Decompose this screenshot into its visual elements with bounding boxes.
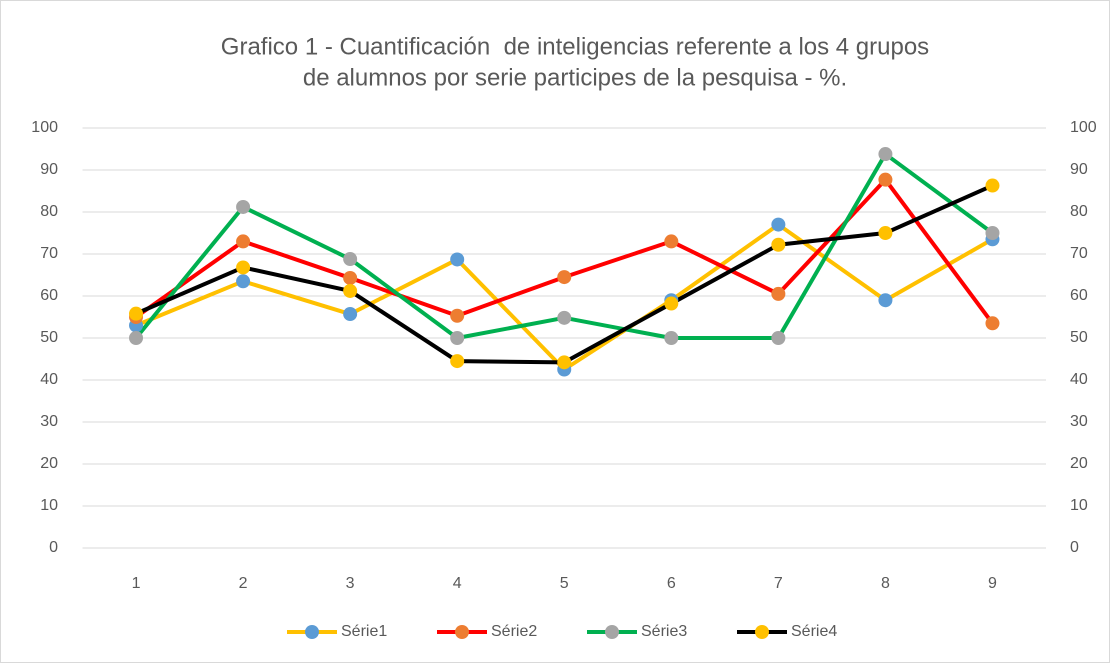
series-marker (236, 260, 251, 275)
series-marker (985, 226, 1000, 240)
y2-tick-label: 90 (1070, 161, 1088, 178)
y2-tick-label: 100 (1070, 119, 1097, 136)
series-marker (664, 296, 679, 311)
y-tick-label: 40 (40, 371, 58, 388)
y2-tick-label: 20 (1070, 455, 1088, 472)
series-marker (771, 217, 786, 232)
x-tick-label: 7 (774, 575, 783, 592)
legend-label: Série2 (491, 623, 537, 640)
series-marker (129, 306, 144, 321)
x-tick-label: 2 (239, 575, 248, 592)
y2-tick-label: 10 (1070, 497, 1088, 514)
series-marker (771, 331, 786, 345)
x-tick-label: 9 (988, 575, 997, 592)
series-marker (557, 310, 572, 325)
x-tick-label: 5 (560, 575, 569, 592)
chart-title: de alumnos por serie participes de la pe… (303, 64, 847, 91)
y-tick-label: 80 (40, 203, 58, 220)
series-marker (343, 283, 358, 298)
series-marker (450, 252, 465, 267)
series-marker (985, 316, 1000, 331)
series-marker (985, 178, 1000, 193)
legend-marker (455, 625, 469, 639)
y-tick-label: 20 (40, 455, 58, 472)
series-marker (664, 331, 679, 345)
y2-tick-label: 40 (1070, 371, 1088, 388)
x-tick-label: 8 (881, 575, 890, 592)
series-marker (450, 354, 465, 369)
y-tick-label: 50 (40, 329, 58, 346)
series-marker (664, 234, 679, 249)
y2-tick-label: 60 (1070, 287, 1088, 304)
series-marker (129, 331, 144, 345)
y2-tick-label: 30 (1070, 413, 1088, 430)
legend-marker (755, 625, 769, 639)
legend-label: Série4 (791, 623, 837, 640)
legend-marker (305, 625, 319, 639)
series-marker (343, 252, 358, 267)
y-tick-label: 30 (40, 413, 58, 430)
y2-tick-label: 0 (1070, 539, 1079, 556)
y-tick-label: 100 (31, 119, 58, 136)
series-marker (450, 331, 465, 345)
x-tick-label: 3 (346, 575, 355, 592)
series-marker (878, 226, 893, 240)
legend-label: Série3 (641, 623, 687, 640)
series-marker (236, 199, 251, 214)
y2-tick-label: 80 (1070, 203, 1088, 220)
series-marker (557, 355, 572, 370)
y-tick-label: 90 (40, 161, 58, 178)
chart-title: Grafico 1 - Cuantificación de inteligenc… (221, 33, 929, 60)
series-marker (557, 270, 572, 285)
legend-label: Série1 (341, 623, 387, 640)
y2-tick-label: 50 (1070, 329, 1088, 346)
series-marker (878, 147, 893, 162)
series-marker (236, 274, 251, 289)
y-tick-label: 70 (40, 245, 58, 262)
series-marker (236, 234, 251, 249)
x-tick-label: 1 (132, 575, 141, 592)
series-marker (878, 172, 893, 187)
series-marker (771, 237, 786, 252)
y-tick-label: 10 (40, 497, 58, 514)
y-tick-label: 60 (40, 287, 58, 304)
series-marker (450, 308, 465, 323)
y-tick-label: 0 (49, 539, 58, 556)
x-tick-label: 6 (667, 575, 676, 592)
x-tick-label: 4 (453, 575, 462, 592)
series-marker (771, 286, 786, 301)
series-marker (343, 270, 358, 285)
legend-marker (605, 625, 619, 639)
y2-tick-label: 70 (1070, 245, 1088, 262)
series-marker (343, 307, 358, 322)
series-marker (878, 293, 893, 308)
